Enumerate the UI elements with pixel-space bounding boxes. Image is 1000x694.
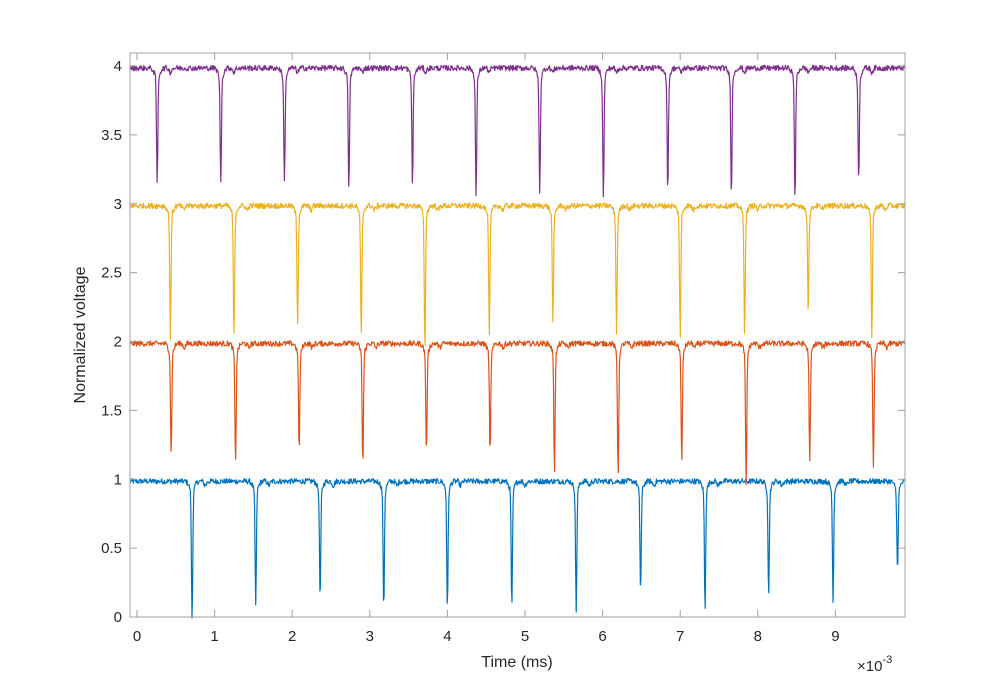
plot-area	[129, 52, 906, 619]
y-tick-label: 1.5	[101, 402, 122, 419]
y-tick-label: 2.5	[101, 265, 122, 282]
x-tick-label: 7	[676, 628, 684, 645]
y-axis-label: Normalized voltage	[72, 266, 89, 403]
x-tick-label: 0	[133, 628, 141, 645]
axes-background	[130, 53, 905, 617]
y-tick-label: 3.5	[101, 127, 122, 144]
x-tick-label: 5	[521, 628, 529, 645]
axes-box	[129, 52, 906, 618]
series-line-trace-1	[129, 478, 906, 619]
x-tick-label: 4	[443, 628, 451, 645]
series-line-trace-2	[129, 340, 906, 486]
x-tick-label: 8	[754, 628, 762, 645]
x-tick-label: 9	[831, 628, 839, 645]
y-tick-label: 0	[114, 609, 122, 626]
series-line-trace-4	[129, 64, 906, 198]
x-exponent-base: ×10	[857, 658, 882, 675]
x-tick-labels: 0 1 2 3 4 5 6 7 8 9	[133, 628, 840, 645]
x-axis-label: Time (ms)	[481, 654, 552, 671]
x-tick-label: 2	[288, 628, 296, 645]
y-tick-label: 2	[114, 334, 122, 351]
y-tick-label: 1	[114, 471, 122, 488]
y-tick-label: 3	[114, 196, 122, 213]
series-line-trace-3	[129, 202, 906, 347]
series-layer	[129, 64, 906, 619]
x-tick-label: 3	[366, 628, 374, 645]
x-tick-label: 1	[210, 628, 218, 645]
y-tick-label: 4	[114, 58, 122, 75]
y-tick-labels: 0 0.5 1 1.5 2 2.5 3 3.5 4	[101, 58, 122, 626]
x-exponent-label: ×10-3	[857, 654, 892, 675]
y-tick-label: 0.5	[101, 540, 122, 557]
tick-layer	[130, 53, 905, 618]
x-tick-label: 6	[598, 628, 606, 645]
x-exponent-power: -3	[882, 654, 892, 666]
